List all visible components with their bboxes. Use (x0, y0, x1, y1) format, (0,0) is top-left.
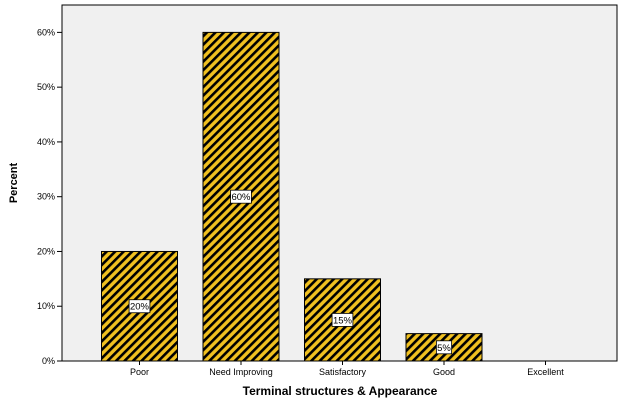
data-label-box (128, 299, 151, 314)
data-label: 15% (333, 315, 353, 326)
data-label-box (230, 189, 252, 204)
x-tick-label: Satisfactory (319, 367, 367, 377)
x-tick-label: Excellent (527, 367, 564, 377)
data-label-box (331, 313, 354, 327)
data-label: 20% (130, 302, 150, 313)
x-tick-label: Need Improving (209, 367, 273, 377)
data-label: 60% (231, 192, 251, 203)
y-tick-label: 0% (42, 356, 55, 366)
data-label-box (435, 340, 452, 355)
x-axis-title: Terminal structures & Appearance (243, 384, 438, 398)
y-tick-label: 60% (37, 27, 55, 37)
x-tick-label: Good (433, 367, 455, 377)
y-tick-label: 30% (37, 192, 55, 202)
y-axis-title: Percent (8, 162, 20, 203)
y-tick-label: 10% (37, 301, 55, 311)
y-tick-label: 40% (37, 137, 55, 147)
y-tick-label: 20% (37, 246, 55, 256)
y-tick-label: 50% (37, 82, 55, 92)
data-label: 5% (437, 343, 451, 354)
x-tick-label: Poor (130, 367, 149, 377)
